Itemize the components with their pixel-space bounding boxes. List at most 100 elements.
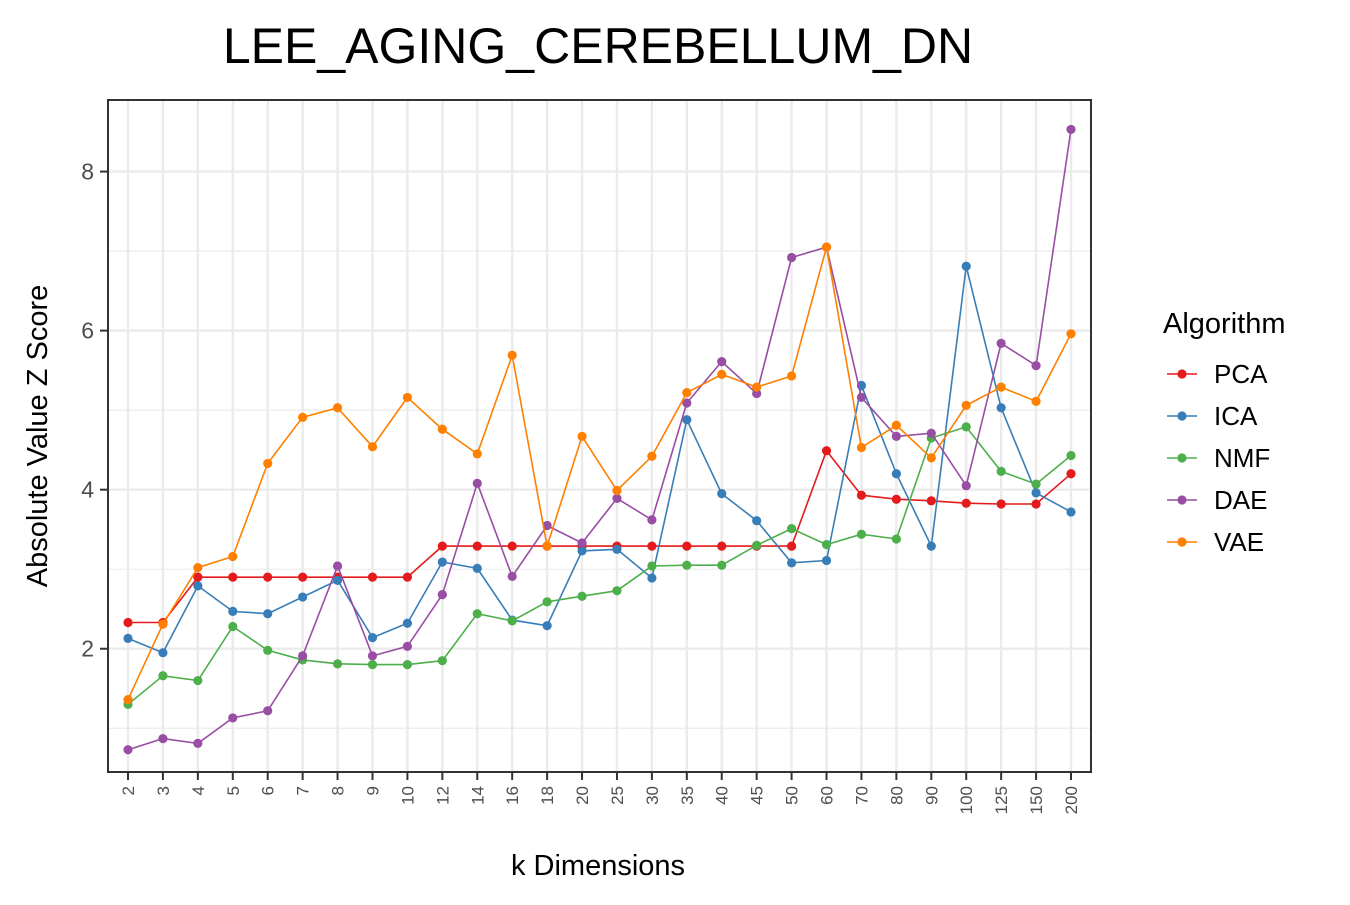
x-tick-label: 150 xyxy=(1027,786,1046,814)
legend-key-point xyxy=(1177,537,1187,547)
data-point-ica xyxy=(926,541,936,551)
data-point-pca xyxy=(961,498,971,508)
data-point-nmf xyxy=(612,586,622,596)
data-point-nmf xyxy=(507,616,517,626)
series-vae xyxy=(123,242,1076,705)
plot-border xyxy=(107,99,1092,773)
data-point-nmf xyxy=(821,539,832,550)
data-point-pca xyxy=(228,572,238,582)
data-point-vae xyxy=(647,451,657,461)
data-point-vae xyxy=(542,541,552,551)
data-point-ica xyxy=(996,403,1006,413)
data-point-ica xyxy=(123,633,133,643)
legend-label: NMF xyxy=(1214,443,1270,473)
data-point-vae xyxy=(786,371,797,381)
data-point-ica xyxy=(542,621,552,631)
series-line-pca xyxy=(128,449,1072,624)
data-point-vae xyxy=(856,442,867,453)
legend-label: PCA xyxy=(1214,359,1268,389)
data-point-ica xyxy=(367,633,378,643)
data-point-vae xyxy=(228,551,238,562)
x-tick-label: 4 xyxy=(189,786,208,795)
series-line-ica xyxy=(127,266,1072,654)
data-point-ica xyxy=(298,592,308,602)
x-tick-label: 80 xyxy=(887,786,906,805)
data-point-nmf xyxy=(437,656,447,666)
data-point-vae xyxy=(996,382,1006,392)
data-point-nmf xyxy=(856,529,867,539)
x-tick-label: 35 xyxy=(678,786,697,805)
data-point-vae xyxy=(1031,396,1041,407)
data-point-vae xyxy=(263,458,273,469)
data-point-pca xyxy=(996,499,1006,509)
data-point-nmf xyxy=(647,561,657,571)
legend-label: VAE xyxy=(1214,527,1264,557)
data-point-vae xyxy=(682,388,692,398)
data-point-pca xyxy=(123,617,133,628)
x-tick-label: 90 xyxy=(922,786,941,805)
x-tick-label: 9 xyxy=(363,786,382,795)
data-point-nmf xyxy=(682,560,692,570)
legend-item-dae: DAE xyxy=(1167,485,1267,515)
data-point-ica xyxy=(647,573,657,583)
data-point-pca xyxy=(926,496,936,506)
data-point-nmf xyxy=(577,591,587,601)
series-line-dae xyxy=(127,129,1072,751)
x-axis: 2 3 4 5 6 7 8 9 10 12 14 16 18 20 25 30 35 40 45 50 60 70 80 90… xyxy=(119,772,1081,814)
minor-gridlines xyxy=(108,250,1091,729)
data-point-nmf xyxy=(542,597,552,607)
data-point-ica xyxy=(682,415,692,425)
legend-item-vae: VAE xyxy=(1167,527,1264,557)
data-point-dae xyxy=(437,590,447,600)
data-point-vae xyxy=(472,449,482,459)
data-point-dae xyxy=(647,515,657,525)
data-point-vae xyxy=(158,619,168,629)
y-tick-label: 4 xyxy=(81,477,94,503)
data-point-dae xyxy=(856,392,867,403)
data-point-pca xyxy=(507,541,517,551)
chart-title: LEE_AGING_CEREBELLUM_DN xyxy=(223,18,973,74)
data-point-vae xyxy=(1066,329,1076,339)
plot-panel xyxy=(108,100,1091,772)
data-point-vae xyxy=(367,442,378,452)
data-point-vae xyxy=(332,403,343,413)
data-point-pca xyxy=(856,490,867,500)
x-tick-label: 6 xyxy=(259,786,278,795)
data-point-vae xyxy=(821,242,832,252)
data-point-dae xyxy=(996,338,1006,348)
x-tick-label: 200 xyxy=(1062,786,1081,814)
x-tick-label: 3 xyxy=(154,786,173,795)
data-point-dae xyxy=(1066,124,1076,135)
data-point-pca xyxy=(402,572,413,582)
series-line-nmf xyxy=(127,425,1072,706)
x-tick-label: 25 xyxy=(608,786,627,805)
data-point-dae xyxy=(367,651,378,661)
data-point-nmf xyxy=(332,659,343,669)
data-point-dae xyxy=(786,252,797,263)
x-tick-label: 14 xyxy=(468,786,487,805)
data-point-vae xyxy=(123,695,133,705)
legend-key-point xyxy=(1177,411,1187,421)
y-tick-label: 6 xyxy=(81,318,94,344)
x-tick-label: 5 xyxy=(224,786,243,795)
x-tick-label: 12 xyxy=(433,786,452,805)
legend-key-point xyxy=(1177,453,1187,463)
x-tick-label: 100 xyxy=(957,786,976,814)
x-tick-label: 70 xyxy=(852,786,871,805)
data-point-vae xyxy=(298,412,308,422)
legend-label: ICA xyxy=(1214,401,1258,431)
data-point-nmf xyxy=(472,609,482,619)
data-point-dae xyxy=(752,388,762,399)
data-point-pca xyxy=(472,541,482,551)
data-point-dae xyxy=(577,538,587,548)
legend-key-point xyxy=(1177,495,1187,505)
data-point-vae xyxy=(891,420,901,430)
data-point-pca xyxy=(1031,499,1041,509)
x-tick-label: 10 xyxy=(398,786,417,805)
data-point-ica xyxy=(472,563,482,574)
x-tick-label: 40 xyxy=(713,786,732,805)
data-point-dae xyxy=(298,651,308,661)
data-point-dae xyxy=(961,481,971,491)
